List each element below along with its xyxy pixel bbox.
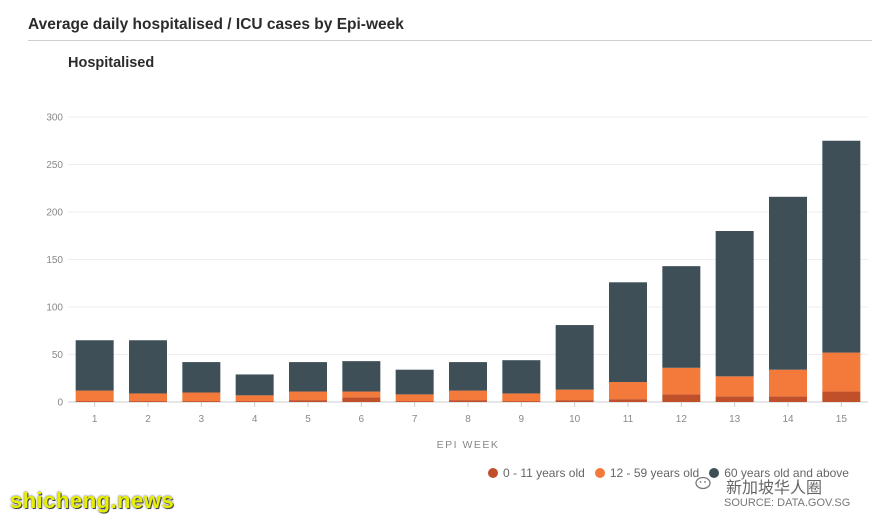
- x-tick-label-13: 13: [729, 414, 741, 425]
- x-tick-label-1: 1: [92, 414, 98, 425]
- bar-week-4-series-2: [235, 374, 274, 396]
- bar-week-8-series-1: [449, 390, 487, 401]
- watermark-left: shicheng.news: [10, 488, 175, 513]
- chart-subtitle: Hospitalised: [68, 55, 155, 71]
- x-tick-label-10: 10: [569, 414, 581, 425]
- x-tick-label-6: 6: [359, 414, 365, 425]
- bar-week-1-series-1: [75, 390, 114, 402]
- bar-week-14-series-2: [769, 196, 807, 370]
- bar-week-8-series-2: [449, 362, 487, 391]
- bar-week-10-series-1: [555, 389, 594, 401]
- bar-week-7-series-1: [395, 394, 434, 402]
- legend-swatch-12-59: [594, 468, 605, 478]
- bar-week-10-series-0: [555, 400, 594, 402]
- y-tick-label-300: 300: [46, 113, 63, 124]
- bar-week-9-series-0: [502, 401, 541, 402]
- bar-week-13-series-2: [715, 231, 754, 377]
- bar-week-6-series-2: [342, 361, 381, 392]
- bar-week-12-series-0: [662, 394, 701, 402]
- bar-week-4-series-1: [235, 395, 274, 402]
- y-tick-label-250: 250: [46, 160, 63, 171]
- bar-week-9-series-1: [502, 393, 541, 402]
- x-tick-label-3: 3: [199, 414, 205, 425]
- legend-label-0-11: 0 - 11 years old: [503, 466, 585, 480]
- watermark-right: 新加坡华人圈: [726, 480, 823, 497]
- x-tick-label-15: 15: [836, 414, 848, 425]
- bar-week-8-series-0: [449, 400, 487, 402]
- x-axis-label: EPI WEEK: [437, 439, 500, 451]
- x-tick-label-9: 9: [519, 414, 525, 425]
- bar-week-2-series-2: [129, 340, 167, 394]
- legend-swatch-60-plus: [709, 468, 720, 478]
- bar-week-4-series-0: [235, 401, 274, 402]
- bar-week-13-series-0: [715, 396, 754, 402]
- legend-label-60-plus: 60 years old and above: [724, 466, 849, 480]
- bar-week-11-series-0: [609, 399, 647, 402]
- chart-title: Average daily hospitalised / ICU cases b…: [28, 16, 404, 33]
- chart-legend: 0 - 11 years old 12 - 59 years old 60 ye…: [488, 466, 849, 480]
- bar-week-14-series-1: [769, 369, 807, 397]
- x-tick-label-14: 14: [782, 414, 794, 425]
- source-credit: SOURCE: DATA.GOV.SG: [724, 497, 851, 509]
- wechat-icon: [695, 476, 711, 490]
- bar-week-6-series-1: [342, 391, 381, 398]
- bar-week-2-series-0: [129, 401, 167, 402]
- bar-week-9-series-2: [502, 360, 541, 394]
- legend-item-12-59[interactable]: 12 - 59 years old: [594, 466, 700, 480]
- legend-label-12-59: 12 - 59 years old: [609, 466, 700, 480]
- bar-week-5-series-0: [289, 400, 327, 402]
- bar-week-3-series-1: [182, 392, 221, 402]
- legend-swatch-0-11: [488, 468, 498, 478]
- title-divider: [28, 40, 872, 41]
- bar-week-12-series-1: [662, 367, 701, 395]
- bar-week-1-series-0: [75, 401, 114, 402]
- x-tick-label-8: 8: [465, 414, 471, 425]
- x-tick-label-5: 5: [305, 414, 311, 425]
- bar-week-2-series-1: [129, 393, 167, 402]
- bar-week-6-series-0: [342, 397, 381, 402]
- x-tick-label-4: 4: [252, 414, 258, 425]
- bar-week-12-series-2: [662, 266, 701, 368]
- bar-week-7-series-0: [395, 401, 434, 402]
- bar-week-3-series-2: [182, 362, 221, 393]
- y-tick-label-0: 0: [57, 398, 63, 409]
- bar-week-11-series-1: [609, 382, 647, 400]
- x-tick-label-2: 2: [145, 414, 151, 425]
- bar-week-5-series-1: [289, 391, 327, 401]
- bar-week-7-series-2: [395, 369, 434, 395]
- bar-week-5-series-2: [289, 362, 327, 392]
- x-tick-label-11: 11: [623, 414, 634, 425]
- legend-item-60-plus[interactable]: 60 years old and above: [709, 466, 849, 480]
- bar-week-15-series-2: [822, 140, 861, 353]
- bar-week-13-series-1: [715, 376, 754, 397]
- x-tick-label-7: 7: [412, 414, 418, 425]
- y-tick-label-200: 200: [46, 208, 63, 219]
- bar-week-11-series-2: [609, 282, 647, 383]
- y-tick-label-50: 50: [52, 350, 64, 361]
- x-tick-label-12: 12: [676, 414, 688, 425]
- bar-week-15-series-0: [822, 391, 861, 402]
- y-tick-label-100: 100: [46, 303, 63, 314]
- bar-week-15-series-1: [822, 352, 861, 392]
- bar-week-3-series-0: [182, 401, 221, 402]
- bar-week-10-series-2: [555, 325, 594, 390]
- bar-week-1-series-2: [75, 340, 114, 391]
- y-tick-label-150: 150: [46, 255, 63, 266]
- bar-week-14-series-0: [769, 396, 807, 402]
- legend-item-0-11[interactable]: 0 - 11 years old: [488, 466, 585, 480]
